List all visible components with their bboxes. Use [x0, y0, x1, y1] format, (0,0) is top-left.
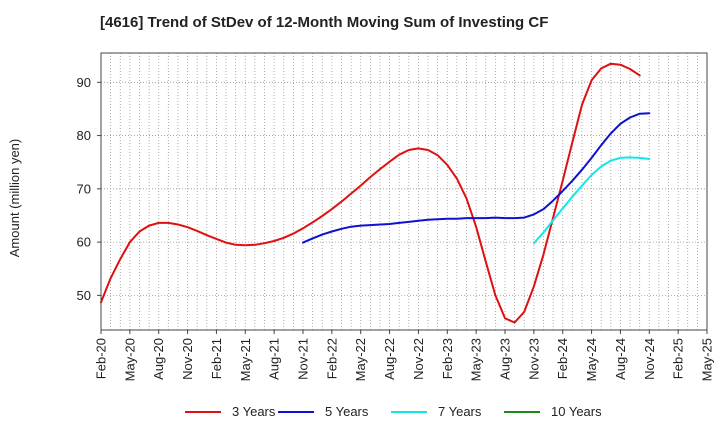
legend-item: 10 Years [504, 404, 602, 419]
legend-swatch [391, 410, 427, 413]
y-tick-label: 90 [77, 75, 91, 90]
x-tick-label: May-22 [353, 338, 368, 381]
legend-swatch [278, 410, 314, 413]
y-tick-label: 80 [77, 128, 91, 143]
series-line-3-years [100, 62, 641, 324]
series-lines [100, 62, 651, 324]
y-tick-label: 50 [77, 288, 91, 303]
x-tick-label: Feb-23 [440, 338, 455, 379]
x-tick-label: Aug-20 [151, 338, 166, 380]
legend-item: 7 Years [391, 404, 481, 419]
legend: 3 Years 5 Years 7 Years 10 Years [0, 404, 720, 426]
y-axis-ticks: 50 60 70 80 90 [77, 75, 101, 303]
x-tick-label: May-23 [469, 338, 484, 381]
series-line-5-years [302, 112, 651, 244]
x-tick-label: Nov-22 [411, 338, 426, 380]
x-tick-label: Feb-22 [324, 338, 339, 379]
x-tick-label: May-25 [700, 338, 715, 381]
series-line-7-years [532, 156, 651, 245]
chart-title: [4616] Trend of StDev of 12-Month Moving… [100, 14, 549, 31]
x-axis-ticks: Feb-20 May-20 Aug-20 Nov-20 Feb-21 May-21 Aug-… [94, 330, 715, 381]
legend-swatch [185, 410, 221, 413]
x-tick-label: Nov-24 [642, 338, 657, 380]
plot-area-border [100, 52, 708, 331]
x-tick-label: Feb-24 [555, 338, 570, 379]
x-tick-label: Aug-22 [382, 338, 397, 380]
legend-label: 10 Years [551, 404, 602, 419]
x-tick-label: Nov-23 [526, 338, 541, 380]
legend-swatch [504, 410, 540, 413]
gridlines [101, 53, 707, 330]
legend-label: 7 Years [438, 404, 482, 419]
x-tick-label: May-20 [122, 338, 137, 381]
x-tick-label: Aug-24 [613, 338, 628, 380]
legend-label: 3 Years [232, 404, 276, 419]
x-tick-label: Feb-20 [94, 338, 109, 379]
x-tick-label: May-21 [238, 338, 253, 381]
x-tick-label: Aug-23 [498, 338, 513, 380]
x-tick-label: Feb-21 [209, 338, 224, 379]
y-tick-label: 60 [77, 235, 91, 250]
x-tick-label: Nov-20 [180, 338, 195, 380]
x-tick-label: Nov-21 [296, 338, 311, 380]
legend-item: 5 Years [278, 404, 368, 419]
legend-label: 5 Years [325, 404, 369, 419]
legend-item: 3 Years [185, 404, 275, 419]
y-tick-label: 70 [77, 181, 91, 196]
x-tick-label: May-24 [584, 338, 599, 381]
x-tick-label: Aug-21 [267, 338, 282, 380]
x-tick-label: Feb-25 [671, 338, 686, 379]
